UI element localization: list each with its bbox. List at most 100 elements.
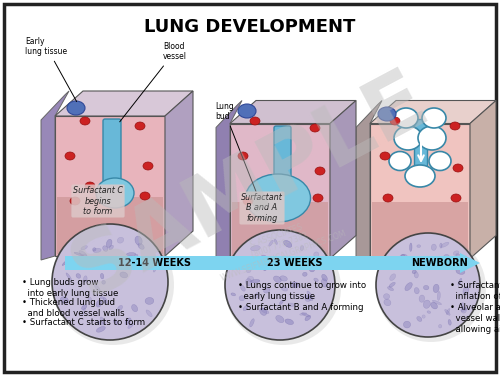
Ellipse shape [432, 244, 436, 250]
Ellipse shape [146, 310, 152, 317]
Ellipse shape [444, 309, 450, 315]
FancyArrow shape [65, 253, 480, 273]
Ellipse shape [315, 167, 325, 175]
Ellipse shape [82, 308, 86, 316]
Ellipse shape [284, 240, 292, 247]
Polygon shape [370, 123, 470, 259]
Ellipse shape [440, 243, 442, 248]
Ellipse shape [450, 122, 460, 130]
Ellipse shape [384, 294, 390, 299]
Ellipse shape [100, 273, 104, 279]
Ellipse shape [276, 315, 284, 323]
Ellipse shape [305, 315, 311, 321]
Polygon shape [55, 91, 193, 116]
Ellipse shape [135, 236, 142, 245]
Ellipse shape [461, 303, 464, 307]
Ellipse shape [463, 287, 469, 294]
Ellipse shape [62, 259, 70, 265]
Ellipse shape [448, 320, 451, 325]
Ellipse shape [418, 126, 446, 150]
Ellipse shape [280, 276, 287, 281]
Ellipse shape [134, 254, 138, 260]
Ellipse shape [238, 104, 256, 118]
Ellipse shape [424, 300, 430, 308]
Text: 12-14 WEEKS: 12-14 WEEKS [118, 258, 192, 268]
Ellipse shape [70, 197, 80, 205]
Ellipse shape [378, 107, 396, 121]
Text: • Surfactant C starts to form: • Surfactant C starts to form [22, 318, 145, 327]
Ellipse shape [246, 268, 251, 273]
Text: NEWBORN: NEWBORN [412, 258, 469, 268]
Ellipse shape [451, 194, 461, 202]
Ellipse shape [118, 305, 122, 311]
Ellipse shape [250, 246, 260, 251]
Ellipse shape [314, 252, 319, 257]
Ellipse shape [260, 255, 266, 260]
Ellipse shape [417, 245, 420, 247]
Ellipse shape [322, 279, 328, 287]
Ellipse shape [384, 299, 391, 306]
Ellipse shape [126, 253, 136, 256]
Ellipse shape [405, 282, 412, 291]
Ellipse shape [292, 282, 298, 288]
Ellipse shape [67, 101, 85, 115]
Polygon shape [232, 202, 328, 256]
Polygon shape [230, 123, 330, 259]
Ellipse shape [145, 297, 154, 305]
FancyBboxPatch shape [414, 120, 428, 177]
Ellipse shape [310, 124, 320, 132]
Ellipse shape [444, 254, 450, 261]
Ellipse shape [250, 279, 260, 283]
Polygon shape [55, 116, 165, 256]
Ellipse shape [231, 293, 235, 296]
Ellipse shape [415, 262, 422, 267]
Ellipse shape [274, 276, 281, 282]
Ellipse shape [96, 326, 106, 332]
Circle shape [225, 230, 335, 340]
Ellipse shape [424, 285, 429, 290]
Ellipse shape [280, 300, 283, 305]
Ellipse shape [240, 285, 245, 291]
Ellipse shape [120, 272, 128, 278]
Text: • Surfactant B and A forming: • Surfactant B and A forming [238, 303, 364, 312]
Ellipse shape [446, 308, 450, 314]
Ellipse shape [93, 248, 101, 253]
Ellipse shape [114, 320, 118, 324]
Ellipse shape [248, 276, 254, 282]
Text: & ASSOCIATES
(800) 778-7382
WWW.SEIFMEDICALGRAPHICS.COM: & ASSOCIATES (800) 778-7382 WWW.SEIFMEDI… [212, 209, 348, 283]
Ellipse shape [246, 279, 252, 286]
Ellipse shape [128, 323, 134, 329]
Polygon shape [372, 202, 468, 256]
Polygon shape [57, 197, 163, 254]
Ellipse shape [88, 297, 92, 301]
Ellipse shape [458, 278, 462, 285]
Ellipse shape [417, 317, 422, 321]
Ellipse shape [81, 246, 87, 250]
Polygon shape [216, 100, 242, 262]
FancyBboxPatch shape [274, 126, 291, 190]
Ellipse shape [65, 152, 75, 160]
Ellipse shape [132, 305, 138, 312]
Ellipse shape [307, 291, 313, 299]
Ellipse shape [454, 251, 459, 255]
Ellipse shape [461, 308, 467, 311]
Ellipse shape [314, 278, 318, 282]
Text: • Alveolar and blood
  vessel walls only 1 cell thick
  allowing air exchange: • Alveolar and blood vessel walls only 1… [450, 303, 500, 334]
Ellipse shape [143, 162, 153, 170]
Ellipse shape [427, 311, 430, 313]
Ellipse shape [125, 318, 131, 325]
Text: • Thickened lung bud
  and blood vessel walls: • Thickened lung bud and blood vessel wa… [22, 298, 125, 318]
Ellipse shape [432, 300, 442, 305]
Ellipse shape [302, 313, 310, 317]
Ellipse shape [438, 324, 442, 328]
Ellipse shape [82, 305, 86, 309]
Ellipse shape [390, 117, 400, 125]
Ellipse shape [100, 296, 103, 299]
FancyBboxPatch shape [103, 119, 121, 193]
Ellipse shape [97, 321, 104, 325]
Ellipse shape [422, 315, 425, 318]
Ellipse shape [399, 254, 407, 261]
Ellipse shape [102, 246, 108, 252]
Polygon shape [470, 100, 496, 259]
Ellipse shape [389, 152, 411, 170]
